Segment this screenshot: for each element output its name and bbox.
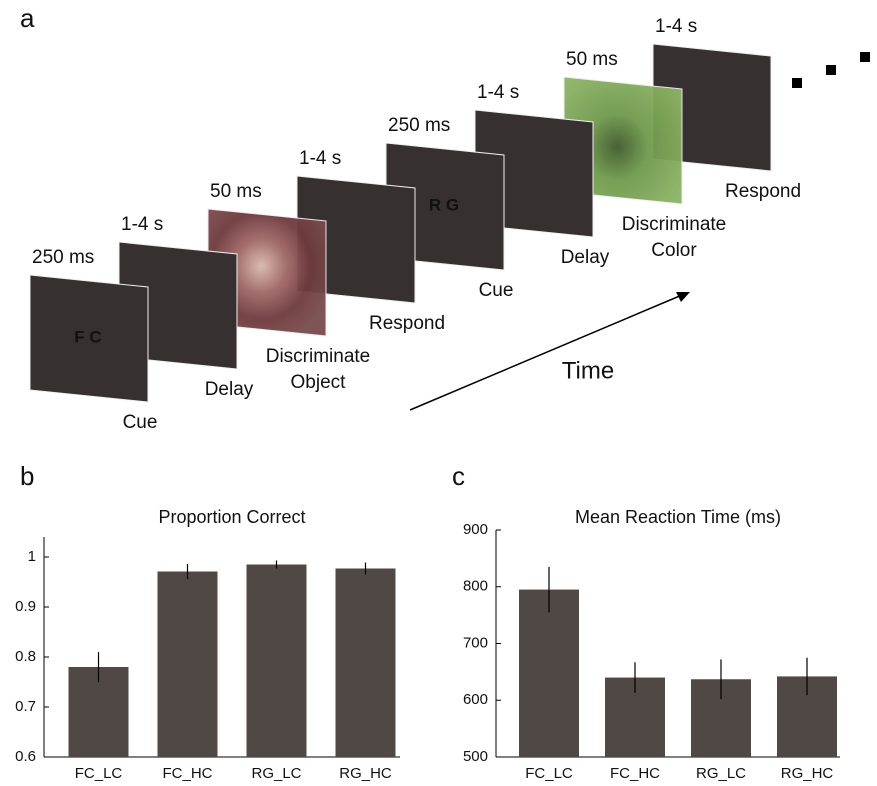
frame-screen [29, 274, 149, 403]
y-tick-label: 500 [463, 748, 488, 765]
duration-label: 250 ms [32, 247, 94, 268]
x-tick-label: FC_HC [162, 765, 212, 782]
bar [246, 564, 307, 757]
x-tick-label: FC_HC [610, 765, 660, 782]
chart-title: Mean Reaction Time (ms) [575, 507, 781, 527]
duration-label: 250 ms [388, 115, 450, 136]
chart-title: Proportion Correct [158, 507, 305, 527]
y-tick-label: 0.8 [15, 648, 36, 665]
time-label: Time [562, 357, 614, 384]
duration-label: 50 ms [210, 181, 262, 202]
frame: F C 250 ms Cue [29, 247, 158, 433]
event-label: Cue [479, 280, 514, 301]
panel-label: c [452, 461, 465, 491]
event-label: Respond [369, 313, 445, 334]
event-label: Delay [561, 247, 610, 268]
bar-chart: b Proportion Correct 0.6 0.7 0.8 0.9 1 FC_LC FC_… [15, 461, 400, 782]
time-arrow-head [676, 292, 690, 302]
continuation-dot [860, 52, 870, 62]
event-label: Discriminate [622, 214, 727, 235]
x-tick-label: RG_LC [696, 765, 746, 782]
y-tick-label: 800 [463, 578, 488, 595]
duration-label: 1-4 s [299, 148, 341, 169]
cue-letters: R G [429, 195, 459, 214]
y-tick-label: 0.7 [15, 698, 36, 715]
event-label: Delay [205, 379, 254, 400]
bar-chart: c Mean Reaction Time (ms) 500 600 700 800 900 F… [452, 461, 840, 782]
time-arrow [409, 294, 683, 411]
x-tick-label: FC_LC [525, 765, 573, 782]
x-tick-label: FC_LC [75, 765, 123, 782]
panel-label: a [20, 3, 35, 33]
bar [335, 568, 396, 757]
y-tick-label: 600 [463, 691, 488, 708]
y-tick-label: 700 [463, 634, 488, 651]
x-tick-label: RG_HC [339, 765, 392, 782]
y-tick-label: 900 [463, 521, 488, 538]
event-label: Cue [123, 412, 158, 433]
event-label: Color [651, 240, 697, 261]
x-tick-label: RG_HC [781, 765, 834, 782]
x-tick-label: RG_LC [251, 765, 301, 782]
y-tick-label: 0.6 [15, 748, 36, 765]
event-label: Object [291, 372, 347, 393]
duration-label: 50 ms [566, 49, 618, 70]
event-label: Discriminate [266, 346, 371, 367]
continuation-dot [792, 78, 802, 88]
duration-label: 1-4 s [655, 16, 697, 37]
continuation-dot [826, 65, 836, 75]
duration-label: 1-4 s [477, 82, 519, 103]
panel-label: b [20, 461, 34, 491]
event-label: Respond [725, 181, 801, 202]
y-tick-label: 1 [28, 548, 36, 565]
bar [519, 589, 579, 757]
duration-label: 1-4 s [121, 214, 163, 235]
cue-letters: F C [74, 327, 101, 346]
y-tick-label: 0.9 [15, 598, 36, 615]
bar [157, 571, 218, 757]
trial-sequence: 1-4 s Respond 50 ms Discriminate Color 1-4 s D… [29, 16, 801, 433]
